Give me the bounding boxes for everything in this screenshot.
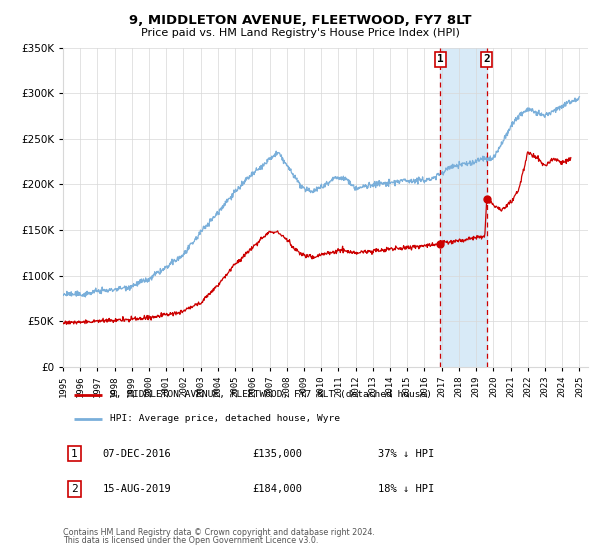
Text: £135,000: £135,000 — [252, 449, 302, 459]
Text: 15-AUG-2019: 15-AUG-2019 — [103, 484, 171, 494]
Text: 1: 1 — [71, 449, 78, 459]
Text: This data is licensed under the Open Government Licence v3.0.: This data is licensed under the Open Gov… — [63, 536, 319, 545]
Bar — [440, 48, 487, 367]
Text: £184,000: £184,000 — [252, 484, 302, 494]
Text: Price paid vs. HM Land Registry's House Price Index (HPI): Price paid vs. HM Land Registry's House … — [140, 28, 460, 38]
Text: 37% ↓ HPI: 37% ↓ HPI — [378, 449, 434, 459]
Text: 07-DEC-2016: 07-DEC-2016 — [103, 449, 171, 459]
Text: 2: 2 — [71, 484, 78, 494]
Text: Contains HM Land Registry data © Crown copyright and database right 2024.: Contains HM Land Registry data © Crown c… — [63, 528, 375, 536]
Text: 2: 2 — [484, 54, 490, 64]
Text: 9, MIDDLETON AVENUE, FLEETWOOD, FY7 8LT: 9, MIDDLETON AVENUE, FLEETWOOD, FY7 8LT — [129, 14, 471, 27]
Text: HPI: Average price, detached house, Wyre: HPI: Average price, detached house, Wyre — [110, 414, 340, 423]
Text: 18% ↓ HPI: 18% ↓ HPI — [378, 484, 434, 494]
Text: 1: 1 — [437, 54, 443, 64]
Text: 9, MIDDLETON AVENUE, FLEETWOOD, FY7 8LT (detached house): 9, MIDDLETON AVENUE, FLEETWOOD, FY7 8LT … — [110, 390, 432, 399]
